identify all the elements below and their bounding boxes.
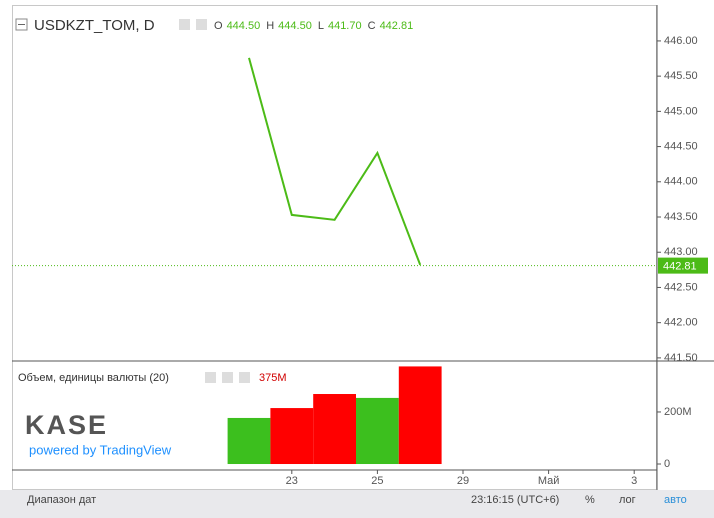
volume-bar [227, 417, 271, 465]
logo: KASE [25, 410, 108, 440]
log-button[interactable]: лог [619, 494, 636, 506]
price-line [248, 57, 422, 266]
y-tick-label: 442.00 [664, 317, 698, 329]
logo-tagline: powered by TradingView [29, 442, 172, 457]
volume-value-label: 375M [259, 372, 287, 384]
volume-bar [313, 394, 356, 465]
y-tick-label: 442.50 [664, 281, 698, 293]
last-price-label: 442.81 [663, 261, 697, 273]
x-tick-label: Май [538, 475, 560, 487]
ohlc-key: H [266, 20, 274, 32]
auto-button[interactable]: авто [664, 494, 687, 506]
y-tick-label: 200M [664, 406, 692, 418]
ohlc-value: 444.50 [227, 20, 261, 32]
last-price-tag [658, 257, 708, 274]
volume-bar [270, 408, 314, 465]
x-tick-label: 29 [457, 475, 469, 487]
volume-settings[interactable] [205, 372, 216, 383]
y-tick-label: 444.00 [664, 176, 698, 188]
y-tick-label: 441.50 [664, 352, 698, 364]
ohlc-value: 442.81 [380, 20, 414, 32]
clock: 23:16:15 (UTC+6) [471, 494, 559, 506]
volume-close[interactable] [239, 372, 250, 383]
ohlc-value: 441.70 [328, 20, 362, 32]
volume-bar [356, 397, 399, 465]
x-tick-label: 3 [631, 475, 637, 487]
volume-gear[interactable] [222, 372, 233, 383]
y-tick-label: 444.50 [664, 140, 698, 152]
y-tick-label: 445.00 [664, 105, 698, 117]
y-tick-label: 443.50 [664, 211, 698, 223]
ohlc-key: C [368, 20, 376, 32]
range-button[interactable]: Диапазон дат [27, 494, 96, 506]
y-tick-label: 0 [664, 458, 670, 470]
y-tick-label: 443.00 [664, 246, 698, 258]
ohlc-key: L [318, 20, 324, 32]
percent-button[interactable]: % [585, 494, 595, 506]
y-tick-label: 445.50 [664, 70, 698, 82]
bottom-toolbar [0, 490, 714, 518]
volume-title: Объем, единицы валюты (20) [18, 372, 169, 384]
x-tick-label: 23 [286, 475, 298, 487]
symbol-title: USDKZT_TOM, D [34, 17, 155, 34]
ohlc-value: 444.50 [278, 20, 312, 32]
gear-icon[interactable] [196, 19, 207, 30]
ohlc-key: O [214, 20, 223, 32]
x-tick-label: 25 [371, 475, 383, 487]
volume-bar [398, 366, 442, 465]
settings-icon[interactable] [179, 19, 190, 30]
y-tick-label: 446.00 [664, 35, 698, 47]
